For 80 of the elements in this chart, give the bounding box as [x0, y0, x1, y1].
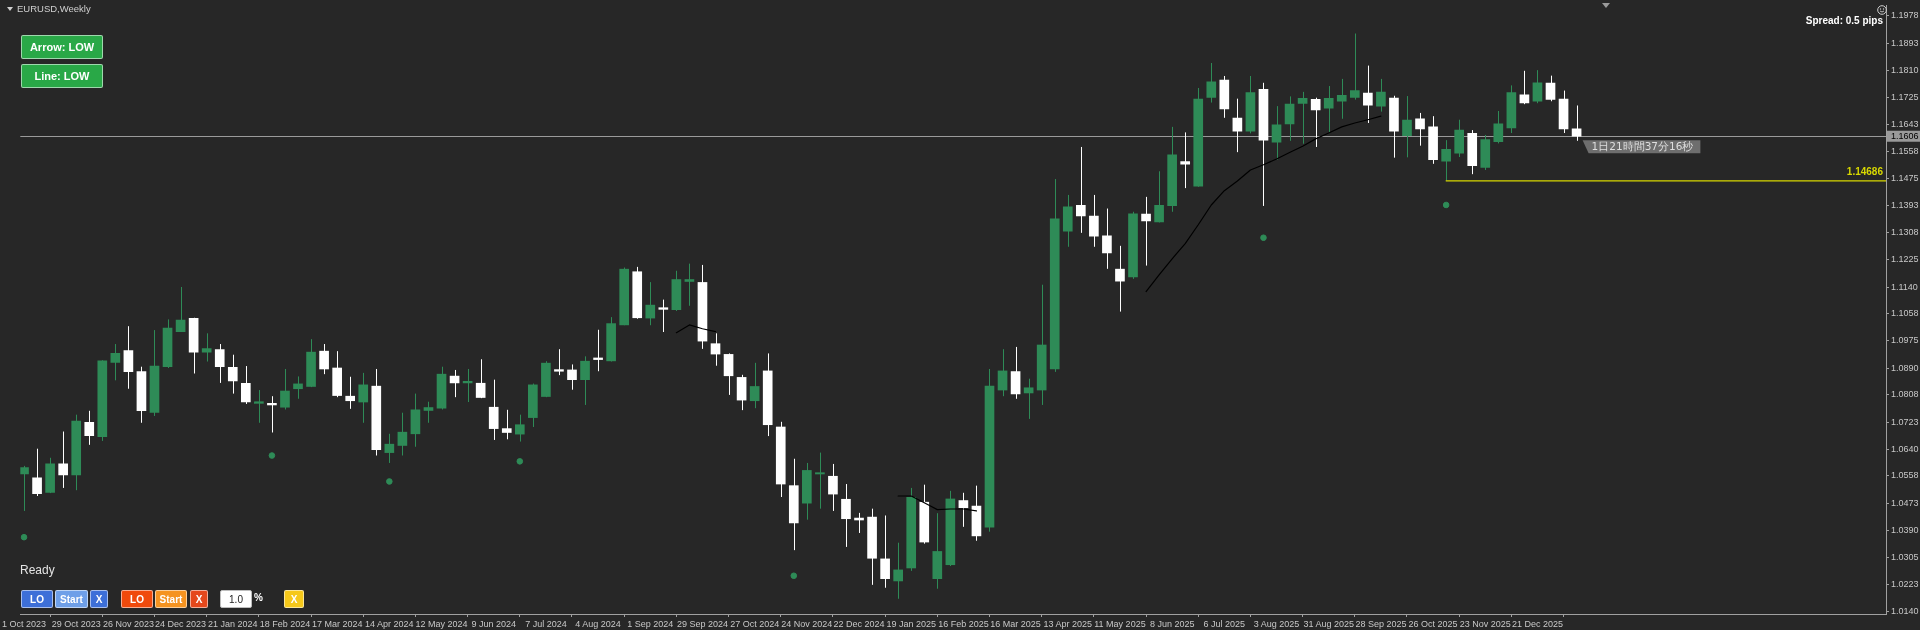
button: Arrow: LOW — [21, 35, 103, 59]
x-tick-label: 22 Dec 2024 — [833, 618, 885, 629]
x-tick-label: 16 Mar 2025 — [990, 618, 1041, 629]
annotation: Start — [60, 593, 83, 605]
x-tick-label: 23 Nov 2025 — [1459, 618, 1511, 629]
x-tick-label: 29 Sep 2024 — [676, 618, 728, 629]
x-tick-label: 9 Jun 2024 — [471, 618, 516, 629]
x-tick-label: 4 Aug 2024 — [575, 618, 621, 629]
y-tick-label: 1.0640 — [1891, 443, 1919, 454]
x-tick-label: 27 Oct 2024 — [730, 618, 780, 629]
x-tick-label: 8 Jun 2025 — [1149, 618, 1195, 629]
annotation: LO — [30, 593, 44, 605]
annotation: X — [95, 593, 103, 605]
button: Line: LOW — [21, 64, 103, 88]
x-tick-label: 6 Jul 2025 — [1203, 618, 1246, 629]
y-tick-label: 1.1810 — [1891, 64, 1919, 75]
x-tick-label: 26 Nov 2023 — [102, 618, 154, 629]
x-tick-label: 17 Mar 2024 — [311, 618, 363, 629]
annotation: Line: LOW — [34, 69, 90, 83]
annotation: Spread: 0.5 pips — [1805, 15, 1883, 26]
x-tick-label: 1 Sep 2024 — [627, 618, 674, 629]
y-tick-label: 1.1893 — [1891, 37, 1919, 48]
y-tick-label: 1.1725 — [1891, 92, 1919, 103]
y-tick-label: 1.1140 — [1891, 281, 1918, 292]
x-tick-label: 19 Jan 2025 — [886, 618, 936, 629]
y-tick-label: 1.1308 — [1891, 227, 1919, 238]
y-tick-label: 1.0223 — [1891, 578, 1919, 589]
annotation: Start — [159, 593, 183, 605]
x-tick-label: 13 Apr 2025 — [1043, 618, 1093, 629]
y-tick-label: 1.0558 — [1891, 470, 1919, 481]
x-tick-label: 18 Feb 2024 — [259, 618, 311, 629]
y-tick-label: 1.0390 — [1891, 524, 1919, 535]
x-tick-label: 1 Oct 2023 — [2, 618, 47, 629]
annotation: X — [290, 593, 298, 605]
y-tick-label: 1.1058 — [1891, 308, 1919, 319]
y-tick-label: 1.0305 — [1891, 552, 1919, 563]
x-tick-label: 21 Jan 2024 — [208, 618, 258, 629]
y-tick-label: 1.1643 — [1891, 118, 1919, 129]
input-field: 1.0 — [220, 590, 252, 608]
button: LO — [121, 590, 153, 608]
y-tick-label: 1.1475 — [1891, 173, 1919, 184]
y-tick-label: 1.1225 — [1891, 254, 1919, 265]
button: X — [284, 590, 304, 608]
y-tick-label: 1.0890 — [1891, 362, 1919, 373]
x-tick-label: 29 Oct 2023 — [51, 618, 101, 629]
annotation: LO — [130, 593, 144, 605]
x-tick-label: 28 Sep 2025 — [1355, 618, 1407, 629]
button: Start — [155, 590, 187, 608]
ref-line-label: 1.1606 — [1891, 130, 1919, 141]
button: LO — [21, 590, 53, 608]
x-tick-label: 24 Dec 2023 — [155, 618, 207, 629]
button: X — [90, 590, 108, 608]
x-tick-label: 26 Oct 2025 — [1408, 618, 1458, 629]
y-tick-label: 1.1393 — [1891, 199, 1919, 210]
y-tick-label: 1.0473 — [1891, 497, 1919, 508]
x-tick-label: 7 Jul 2024 — [525, 618, 567, 629]
x-tick-label: 11 May 2025 — [1094, 618, 1146, 629]
x-tick-label: 31 Aug 2025 — [1303, 618, 1354, 629]
x-tick-label: 12 May 2024 — [415, 618, 468, 629]
annotation: X — [195, 593, 203, 605]
annotation: Arrow: LOW — [29, 40, 95, 54]
y-tick-label: 1.0975 — [1891, 335, 1919, 346]
x-tick-label: 21 Dec 2025 — [1511, 618, 1563, 629]
y-tick-label: 1.1558 — [1891, 146, 1919, 157]
y-tick-label: 1.0723 — [1891, 416, 1919, 427]
annotation: 1日21時間37分16秒 — [1591, 140, 1694, 152]
x-tick-label: 24 Nov 2024 — [781, 618, 833, 629]
x-tick-label: 14 Apr 2024 — [365, 618, 414, 629]
x-tick-label: 3 Aug 2025 — [1253, 618, 1300, 629]
annotation: 1.0 — [229, 593, 243, 605]
annotation: Ready — [20, 563, 55, 578]
y-tick-label: 1.1978 — [1891, 10, 1919, 21]
chart-title: EURUSD,Weekly — [17, 3, 91, 14]
x-tick-label: 16 Feb 2025 — [938, 618, 989, 629]
y-tick-label: 1.0140 — [1891, 605, 1919, 616]
data-label: 1.14686 — [1846, 165, 1884, 177]
button: X — [190, 590, 208, 608]
button: Start — [55, 590, 88, 608]
y-tick-label: 1.0808 — [1891, 389, 1919, 400]
annotation: % — [254, 592, 263, 603]
